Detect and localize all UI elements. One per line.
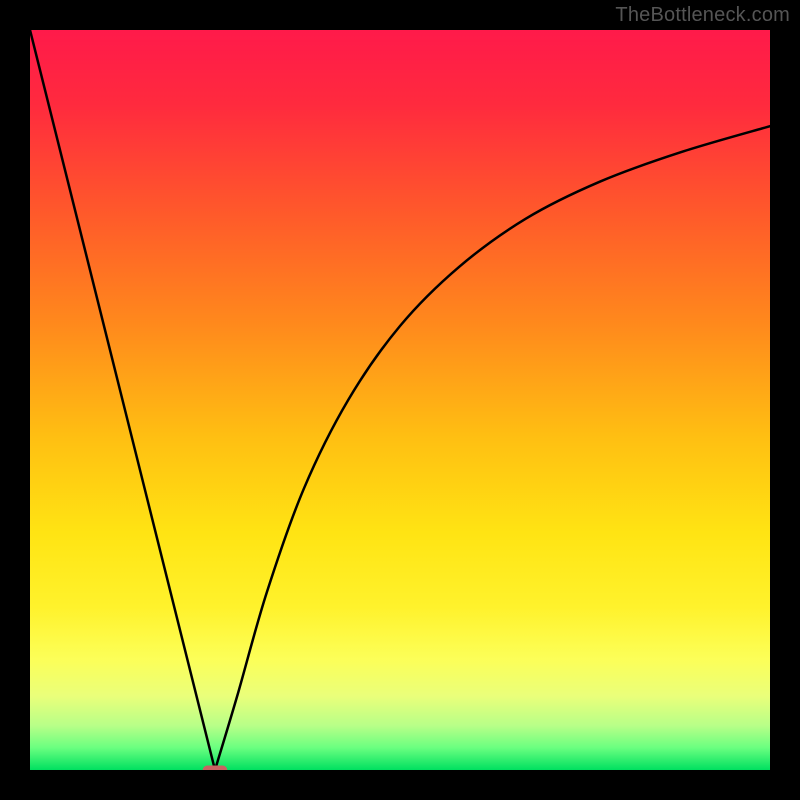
plot-area: [30, 30, 770, 770]
plot-svg: [30, 30, 770, 770]
attribution-text: TheBottleneck.com: [615, 4, 790, 27]
gradient-background: [30, 30, 770, 770]
optimum-marker: [203, 766, 227, 770]
chart-container: TheBottleneck.com: [0, 0, 800, 800]
